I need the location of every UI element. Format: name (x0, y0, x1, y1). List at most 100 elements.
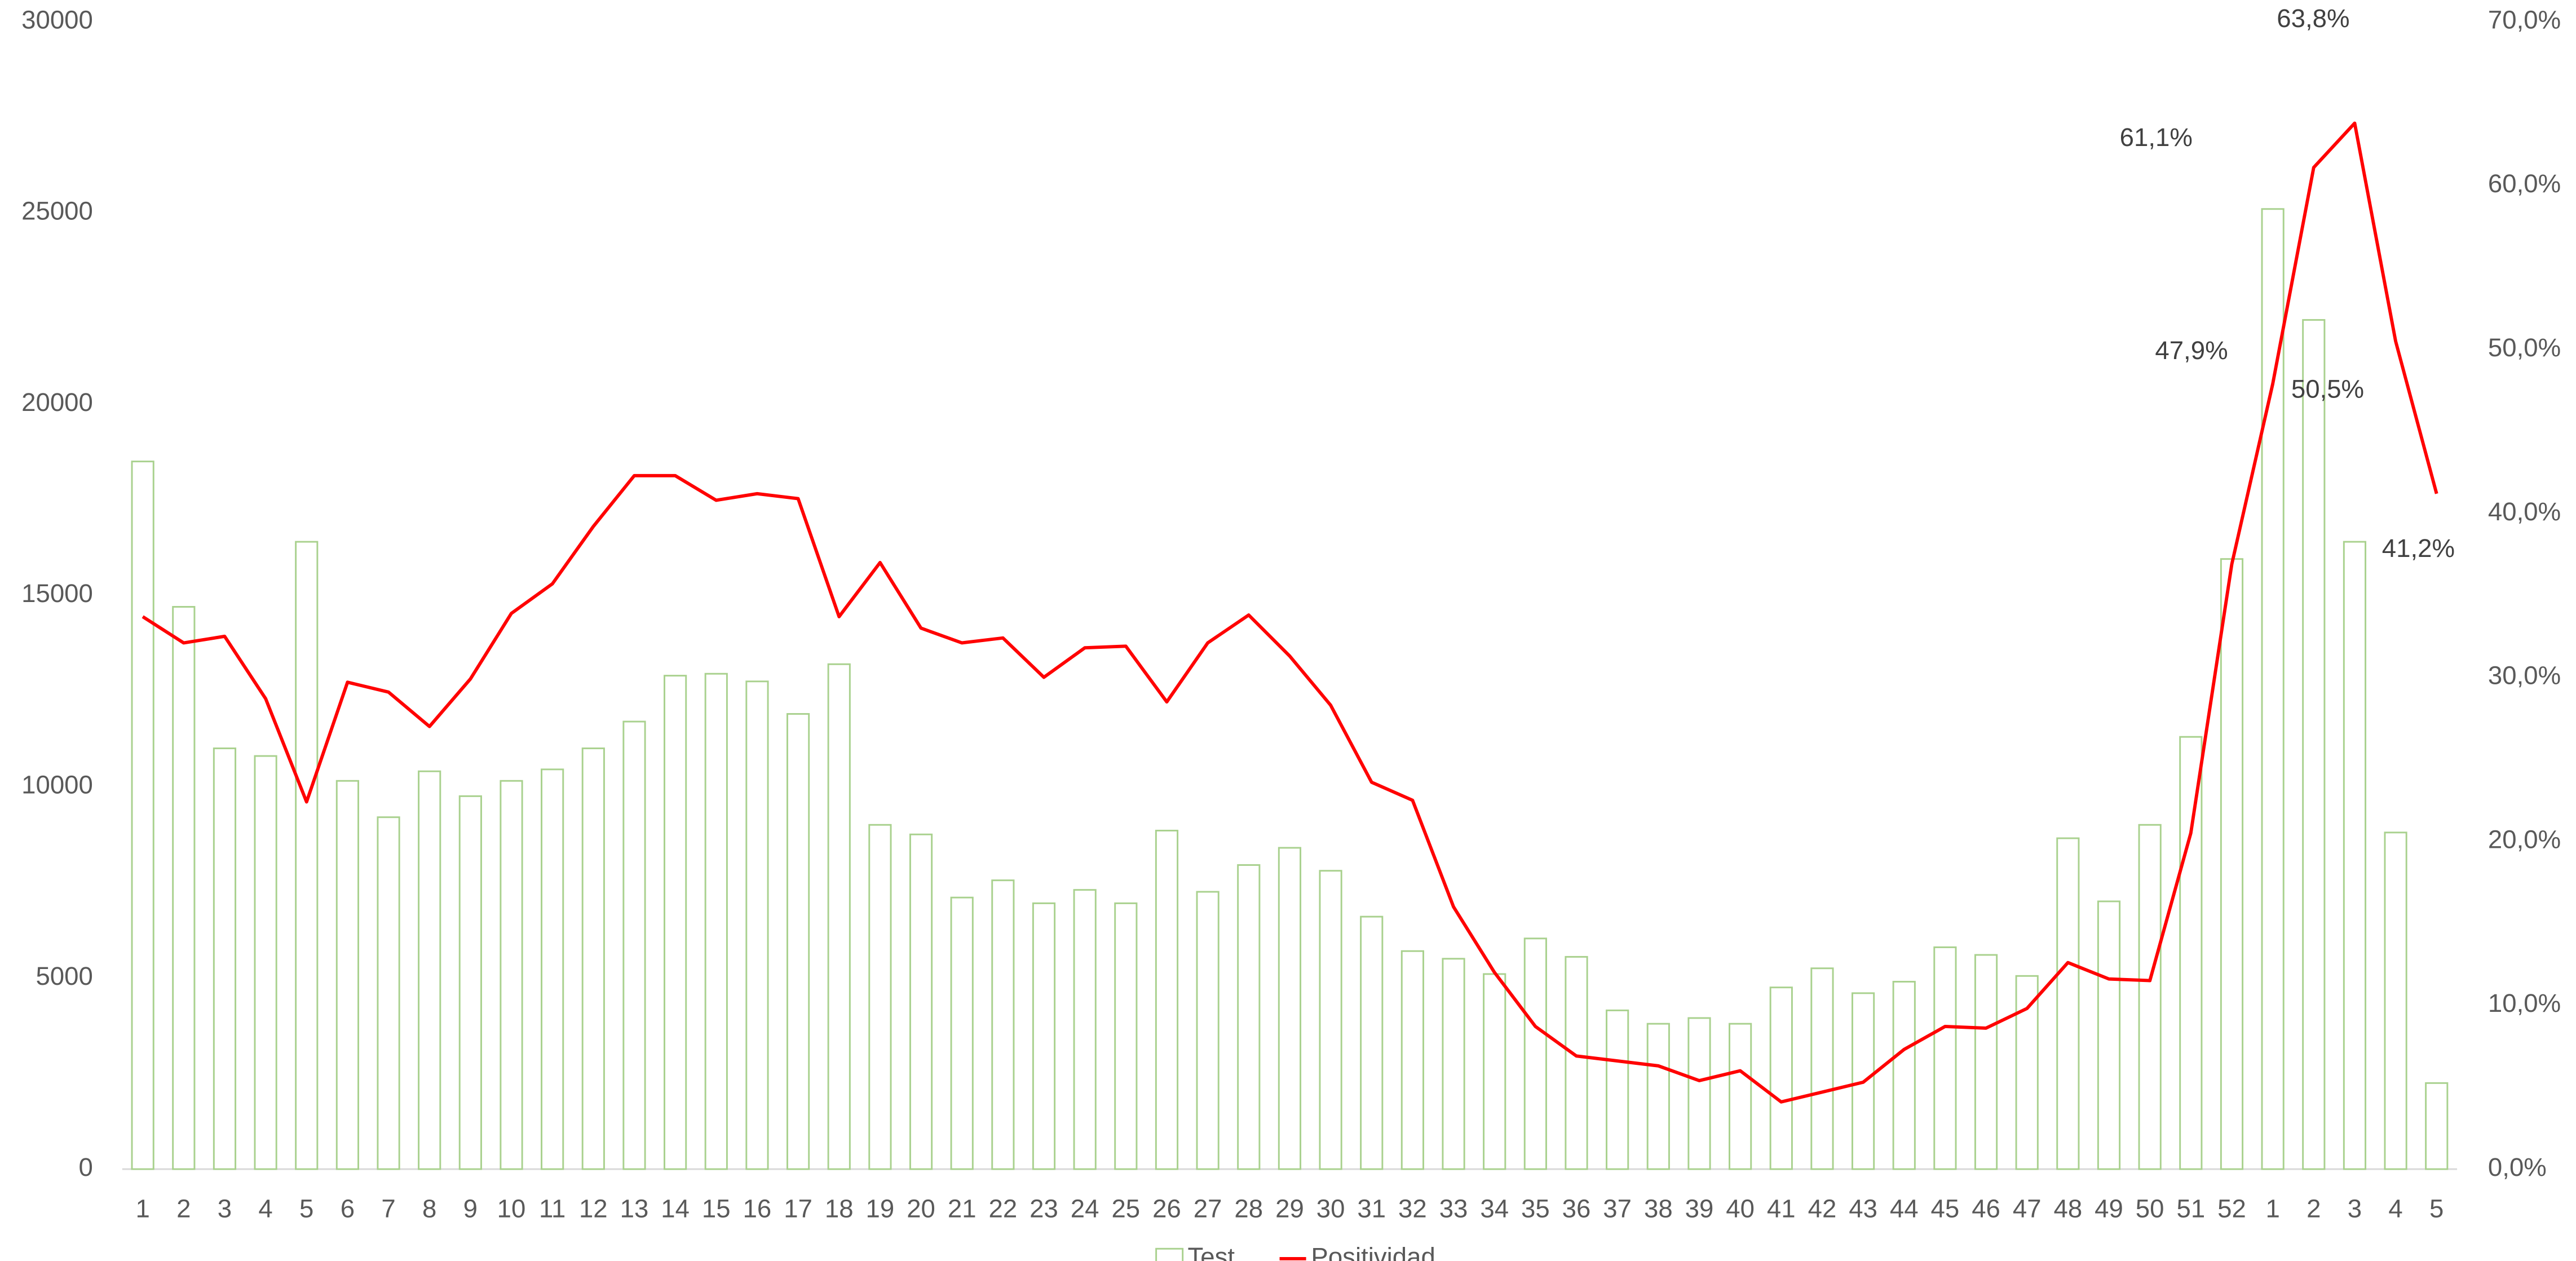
x-tick-label: 32 (1398, 1194, 1427, 1223)
bar (1360, 915, 1384, 1170)
x-tick-label: 47 (2013, 1194, 2042, 1223)
x-tick-label: 17 (784, 1194, 812, 1223)
x-tick-label: 3 (218, 1194, 232, 1223)
x-tick-label: 8 (422, 1194, 436, 1223)
bar (172, 606, 196, 1170)
bar (2015, 975, 2039, 1170)
bar (622, 720, 646, 1170)
x-tick-label: 35 (1521, 1194, 1550, 1223)
bar (295, 541, 319, 1170)
x-tick-label: 27 (1194, 1194, 1222, 1223)
y-tick-label: 5000 (36, 962, 92, 990)
x-tick-label: 9 (463, 1194, 478, 1223)
x-tick-label: 12 (579, 1194, 608, 1223)
y-tick-label: 10000 (21, 770, 93, 799)
x-tick-label: 22 (989, 1194, 1018, 1223)
bar (541, 768, 564, 1170)
x-tick-label: 50 (2136, 1194, 2164, 1223)
x-tick-label: 25 (1111, 1194, 1140, 1223)
y-tick-label: 20000 (21, 388, 93, 417)
x-tick-label: 5 (299, 1194, 313, 1223)
bar (1278, 847, 1302, 1170)
y2-tick-label: 50,0% (2488, 333, 2561, 362)
bar (500, 780, 523, 1170)
bar (1442, 958, 1465, 1170)
x-tick-label: 1 (2265, 1194, 2279, 1223)
x-tick-label: 19 (866, 1194, 895, 1223)
bar (1196, 891, 1219, 1170)
bar (787, 713, 810, 1170)
x-tick-label: 34 (1480, 1194, 1509, 1223)
line (142, 121, 2438, 1104)
x-tick-label: 4 (258, 1194, 272, 1223)
bar (950, 896, 974, 1170)
bar (458, 795, 482, 1170)
bar (1769, 986, 1793, 1170)
x-tick-label: 21 (948, 1194, 977, 1223)
data-label: 50,5% (2291, 375, 2364, 404)
bar (2261, 208, 2285, 1170)
y-tick-label: 25000 (21, 197, 93, 225)
bar (2097, 900, 2121, 1170)
x-tick-label: 6 (341, 1194, 355, 1223)
x-tick-label: 30 (1316, 1194, 1345, 1223)
bar (1483, 973, 1506, 1170)
x-tick-label: 40 (1726, 1194, 1755, 1223)
bar (664, 675, 687, 1170)
x-tick-label: 36 (1562, 1194, 1591, 1223)
bar (1155, 829, 1179, 1170)
x-tick-label: 26 (1152, 1194, 1181, 1223)
bar (418, 770, 441, 1170)
y2-tick-label: 70,0% (2488, 5, 2561, 34)
data-label: 41,2% (2382, 534, 2455, 563)
x-tick-label: 33 (1439, 1194, 1468, 1223)
x-tick-label: 13 (620, 1194, 649, 1223)
x-tick-label: 16 (743, 1194, 772, 1223)
data-label: 61,1% (2120, 123, 2193, 152)
bar (1892, 981, 1916, 1170)
y2-tick-label: 20,0% (2488, 825, 2561, 853)
x-tick-label: 31 (1357, 1194, 1386, 1223)
bar (1687, 1017, 1711, 1170)
bar (335, 780, 359, 1170)
x-tick-label: 49 (2095, 1194, 2123, 1223)
bar (213, 747, 237, 1170)
y2-tick-label: 30,0% (2488, 661, 2561, 690)
x-tick-label: 11 (539, 1194, 565, 1223)
data-label: 47,9% (2155, 336, 2228, 365)
bar (868, 824, 892, 1170)
bar (377, 816, 400, 1170)
x-tick-label: 1 (135, 1194, 149, 1223)
bar (2220, 558, 2244, 1170)
bar (827, 663, 851, 1170)
bar (1032, 902, 1056, 1170)
x-tick-label: 43 (1849, 1194, 1877, 1223)
x-tick-label: 20 (907, 1194, 935, 1223)
x-tick-label: 4 (2388, 1194, 2402, 1223)
x-tick-label: 52 (2217, 1194, 2246, 1223)
bar (1729, 1023, 1752, 1170)
bar (909, 833, 933, 1170)
bar (1319, 870, 1342, 1170)
x-tick-label: 5 (2429, 1194, 2444, 1223)
x-tick-label: 15 (702, 1194, 731, 1223)
bar (1974, 954, 1998, 1170)
x-tick-label: 24 (1071, 1194, 1099, 1223)
legend-swatch (1155, 1247, 1184, 1261)
bar (1646, 1023, 1670, 1170)
bar (2384, 831, 2407, 1170)
bar (1606, 1009, 1629, 1170)
bar (1400, 950, 1424, 1170)
x-tick-label: 14 (661, 1194, 690, 1223)
y2-tick-label: 60,0% (2488, 169, 2561, 198)
bar (2425, 1082, 2449, 1170)
x-tick-label: 7 (381, 1194, 395, 1223)
legend-label: Positividad (1311, 1242, 1435, 1261)
y2-tick-label: 40,0% (2488, 497, 2561, 526)
data-label: 63,8% (2277, 4, 2349, 33)
bar (1523, 937, 1547, 1170)
x-tick-label: 48 (2054, 1194, 2083, 1223)
bar (1810, 967, 1834, 1170)
